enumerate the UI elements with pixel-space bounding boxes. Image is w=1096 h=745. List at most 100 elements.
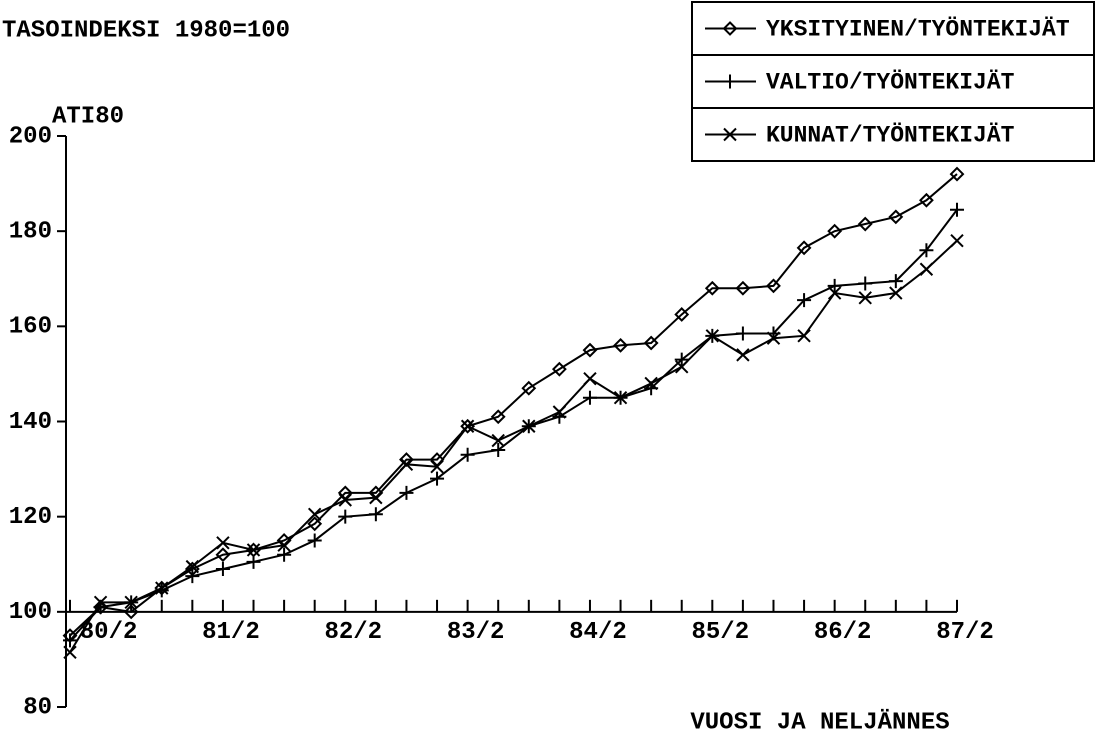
marker xyxy=(246,554,261,569)
marker xyxy=(797,329,811,343)
series-line xyxy=(69,239,958,653)
marker xyxy=(735,326,750,341)
marker xyxy=(277,547,292,562)
y-tick-label: 80 xyxy=(23,694,52,721)
marker xyxy=(766,278,781,294)
marker xyxy=(399,485,414,500)
y-tick-label: 140 xyxy=(9,409,52,436)
x-tick-label: 80/2 xyxy=(80,619,138,646)
marker xyxy=(643,335,659,351)
marker xyxy=(582,342,598,358)
marker xyxy=(858,291,872,305)
marker xyxy=(399,457,414,472)
y-tick-label: 160 xyxy=(9,314,52,341)
marker xyxy=(674,352,689,367)
x-tick-label: 83/2 xyxy=(447,619,505,646)
marker xyxy=(919,262,934,276)
marker xyxy=(185,559,200,574)
marker xyxy=(185,569,200,584)
marker xyxy=(827,286,842,300)
marker xyxy=(722,21,738,36)
legend-label: YKSITYINEN/TYÖNTEKIJÄT xyxy=(766,16,1070,43)
marker xyxy=(307,516,323,532)
marker xyxy=(888,209,904,225)
marker xyxy=(216,536,230,550)
marker xyxy=(63,645,77,659)
marker xyxy=(583,371,597,386)
chart-title: TASOINDEKSI 1980=100 xyxy=(2,17,290,44)
marker xyxy=(613,391,628,405)
marker xyxy=(460,419,475,433)
marker xyxy=(704,280,720,296)
marker xyxy=(369,490,383,505)
marker xyxy=(858,276,873,291)
legend-box xyxy=(691,1,1095,56)
marker xyxy=(888,274,903,289)
marker xyxy=(613,337,628,353)
legend-label: KUNNAT/TYÖNTEKIJÄT xyxy=(766,122,1015,149)
marker xyxy=(93,595,108,610)
x-tick-label: 81/2 xyxy=(202,619,260,646)
marker xyxy=(766,331,781,345)
y-tick-label: 120 xyxy=(9,504,52,531)
marker xyxy=(522,419,536,433)
y-tick-label: 100 xyxy=(9,599,52,626)
marker xyxy=(723,74,737,89)
marker xyxy=(674,307,690,322)
marker xyxy=(123,604,139,620)
marker xyxy=(796,240,812,256)
marker xyxy=(723,127,737,142)
marker xyxy=(736,348,750,362)
marker xyxy=(307,507,322,521)
marker xyxy=(857,216,873,232)
marker xyxy=(582,390,597,405)
legend-label: VALTIO/TYÖNTEKIJÄT xyxy=(766,69,1015,96)
marker xyxy=(215,562,230,577)
x-tick-label: 85/2 xyxy=(692,619,750,646)
x-axis-label: VUOSI JA NELJÄNNES xyxy=(690,708,949,736)
marker xyxy=(491,433,505,448)
marker xyxy=(430,459,444,474)
marker xyxy=(460,447,475,462)
marker xyxy=(215,547,231,563)
marker xyxy=(277,538,291,552)
marker xyxy=(338,493,352,507)
marker xyxy=(705,329,720,343)
marker xyxy=(827,278,842,293)
x-tick-label: 87/2 xyxy=(936,619,994,646)
marker xyxy=(552,405,567,419)
marker xyxy=(155,581,169,595)
marker xyxy=(551,361,567,377)
marker xyxy=(521,380,537,396)
marker xyxy=(950,233,964,248)
x-tick-label: 84/2 xyxy=(569,619,627,646)
marker xyxy=(246,543,261,557)
marker xyxy=(430,471,445,486)
marker xyxy=(735,280,751,296)
series-line xyxy=(69,209,958,642)
marker xyxy=(491,443,506,458)
marker xyxy=(644,376,658,391)
series-line xyxy=(69,173,958,637)
marker xyxy=(827,223,843,239)
marker xyxy=(338,509,353,524)
marker xyxy=(919,243,934,258)
marker xyxy=(460,418,476,434)
y-tick-label: 200 xyxy=(9,123,52,150)
marker xyxy=(889,286,903,300)
marker xyxy=(307,533,322,548)
legend-box xyxy=(691,54,1095,109)
x-tick-label: 86/2 xyxy=(814,619,872,646)
marker xyxy=(949,166,965,182)
marker xyxy=(675,360,689,374)
marker xyxy=(950,202,964,217)
y-tick-label: 180 xyxy=(9,219,52,246)
marker xyxy=(797,293,812,308)
marker xyxy=(124,595,138,610)
marker xyxy=(918,192,934,208)
marker xyxy=(63,633,77,648)
x-tick-label: 82/2 xyxy=(324,619,382,646)
legend-box xyxy=(691,107,1095,162)
marker xyxy=(368,507,383,522)
